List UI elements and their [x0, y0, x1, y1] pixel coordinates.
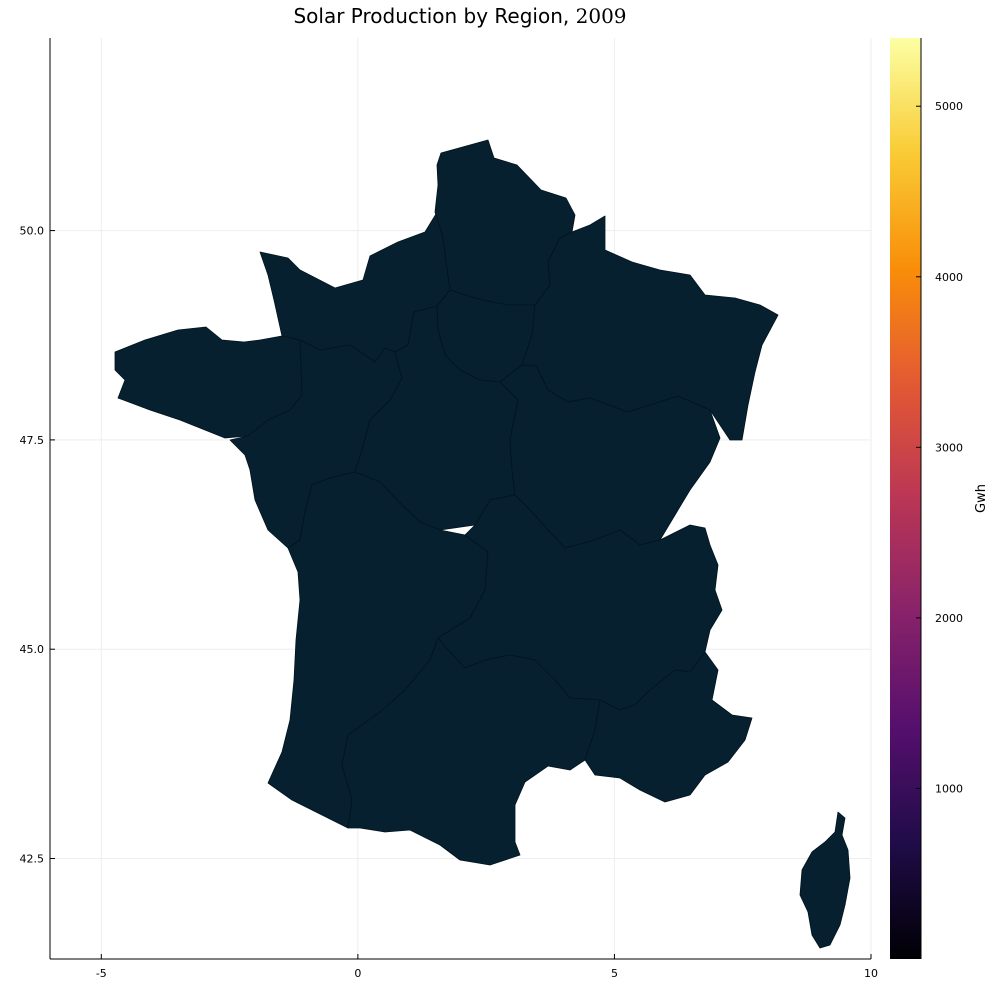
x-tick-label: 10: [864, 967, 878, 980]
x-tick-label: 0: [354, 967, 361, 980]
x-tick-label: -5: [96, 967, 107, 980]
colorbar-tick-label: 5000: [935, 100, 963, 113]
colorbar-tick-label: 4000: [935, 271, 963, 284]
colorbar-gradient: [890, 38, 921, 959]
colorbar-tick-label: 1000: [935, 782, 963, 795]
regions-layer: [114, 139, 851, 949]
y-tick-label: 50.0: [20, 225, 45, 238]
region-corse[interactable]: [799, 811, 851, 949]
colorbar-label: Gwh: [974, 484, 989, 513]
x-tick-label: 5: [611, 967, 618, 980]
region-provence-alpes-cote-azur[interactable]: [584, 651, 753, 803]
colorbar: 1000 2000 3000 4000 5000 Gwh: [890, 38, 989, 959]
y-tick-label: 47.5: [20, 434, 45, 447]
y-tick-label: 45.0: [20, 643, 45, 656]
colorbar-tick-label: 2000: [935, 612, 963, 625]
map-axes: -5 0 5 10 42.5 45.0 47.5 50.0: [20, 38, 878, 980]
region-occitanie[interactable]: [341, 637, 601, 866]
y-tick-label: 42.5: [20, 853, 45, 866]
colorbar-tick-label: 3000: [935, 441, 963, 454]
map-title: Solar Production by Region, 2009: [293, 4, 627, 28]
region-grand-est[interactable]: [521, 215, 779, 441]
